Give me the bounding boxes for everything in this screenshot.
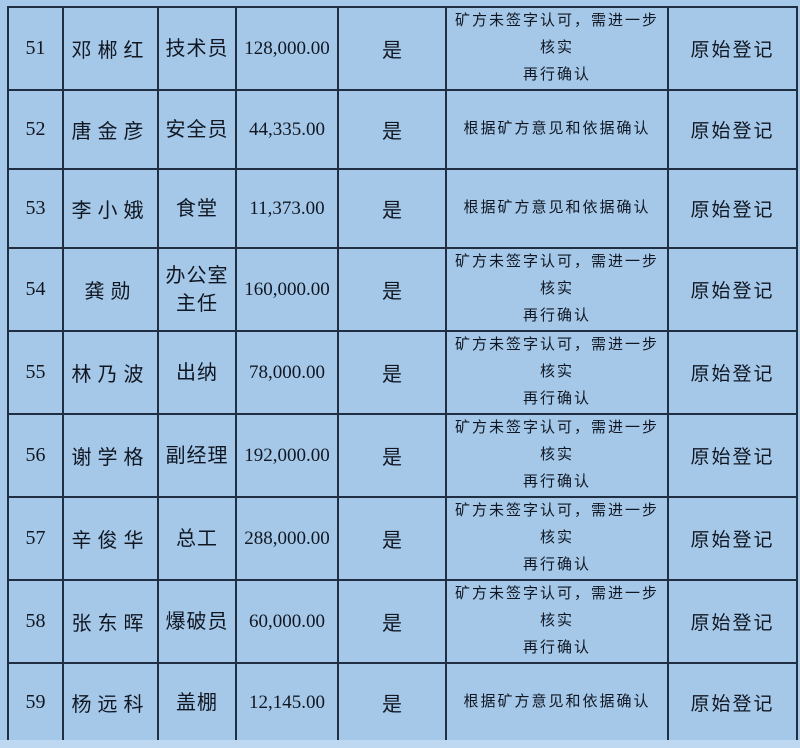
employee-name-cell: 唐金彦 (62, 89, 159, 170)
table-row: 51 邓郴红 技术员 128,000.00 是 矿方未签字认可，需进一步核实 再… (7, 6, 798, 91)
sequence-number-cell: 58 (7, 579, 64, 664)
remark-cell: 根据矿方意见和依据确认 (445, 89, 669, 170)
table-row: 55 林乃波 出纳 78,000.00 是 矿方未签字认可，需进一步核实 再行确… (7, 330, 798, 415)
amount-cell: 160,000.00 (235, 247, 339, 332)
employee-name-cell: 李小娥 (62, 168, 159, 249)
registration-type-cell: 原始登记 (667, 413, 798, 498)
confirmed-flag-cell: 是 (337, 662, 447, 743)
remark-cell: 根据矿方意见和依据确认 (445, 662, 669, 743)
table-row: 54 龚勋 办公室主任 160,000.00 是 矿方未签字认可，需进一步核实 … (7, 247, 798, 332)
confirmed-flag-cell: 是 (337, 89, 447, 170)
employee-name-cell: 杨远科 (62, 662, 159, 743)
amount-cell: 78,000.00 (235, 330, 339, 415)
confirmed-flag-cell: 是 (337, 496, 447, 581)
confirmed-flag-cell: 是 (337, 168, 447, 249)
amount-cell: 12,145.00 (235, 662, 339, 743)
remark-cell: 矿方未签字认可，需进一步核实 再行确认 (445, 6, 669, 91)
employee-name-cell: 邓郴红 (62, 6, 159, 91)
job-title-cell: 盖棚 (157, 662, 237, 743)
confirmed-flag-cell: 是 (337, 330, 447, 415)
registration-type-cell: 原始登记 (667, 247, 798, 332)
amount-cell: 192,000.00 (235, 413, 339, 498)
employee-records-table-body: 51 邓郴红 技术员 128,000.00 是 矿方未签字认可，需进一步核实 再… (7, 6, 798, 743)
sequence-number-cell: 57 (7, 496, 64, 581)
amount-cell: 44,335.00 (235, 89, 339, 170)
employee-name-cell: 谢学格 (62, 413, 159, 498)
remark-cell: 矿方未签字认可，需进一步核实 再行确认 (445, 579, 669, 664)
confirmed-flag-cell: 是 (337, 413, 447, 498)
job-title-cell: 总工 (157, 496, 237, 581)
job-title-cell: 办公室主任 (157, 247, 237, 332)
job-title-cell: 技术员 (157, 6, 237, 91)
registration-type-cell: 原始登记 (667, 662, 798, 743)
confirmed-flag-cell: 是 (337, 247, 447, 332)
registration-type-cell: 原始登记 (667, 89, 798, 170)
table-row: 56 谢学格 副经理 192,000.00 是 矿方未签字认可，需进一步核实 再… (7, 413, 798, 498)
job-title-cell: 食堂 (157, 168, 237, 249)
confirmed-flag-cell: 是 (337, 6, 447, 91)
table-row: 57 辛俊华 总工 288,000.00 是 矿方未签字认可，需进一步核实 再行… (7, 496, 798, 581)
sequence-number-cell: 54 (7, 247, 64, 332)
registration-type-cell: 原始登记 (667, 496, 798, 581)
job-title-cell: 出纳 (157, 330, 237, 415)
table-row: 53 李小娥 食堂 11,373.00 是 根据矿方意见和依据确认 原始登记 (7, 168, 798, 249)
registration-type-cell: 原始登记 (667, 330, 798, 415)
amount-cell: 60,000.00 (235, 579, 339, 664)
sequence-number-cell: 52 (7, 89, 64, 170)
employee-records-table: 51 邓郴红 技术员 128,000.00 是 矿方未签字认可，需进一步核实 再… (7, 6, 798, 743)
amount-cell: 288,000.00 (235, 496, 339, 581)
employee-name-cell: 龚勋 (62, 247, 159, 332)
employee-name-cell: 张东晖 (62, 579, 159, 664)
amount-cell: 11,373.00 (235, 168, 339, 249)
registration-type-cell: 原始登记 (667, 168, 798, 249)
table-row: 59 杨远科 盖棚 12,145.00 是 根据矿方意见和依据确认 原始登记 (7, 662, 798, 743)
remark-cell: 矿方未签字认可，需进一步核实 再行确认 (445, 413, 669, 498)
sequence-number-cell: 56 (7, 413, 64, 498)
remark-cell: 矿方未签字认可，需进一步核实 再行确认 (445, 247, 669, 332)
registration-type-cell: 原始登记 (667, 579, 798, 664)
sequence-number-cell: 51 (7, 6, 64, 91)
table-row: 58 张东晖 爆破员 60,000.00 是 矿方未签字认可，需进一步核实 再行… (7, 579, 798, 664)
confirmed-flag-cell: 是 (337, 579, 447, 664)
sequence-number-cell: 53 (7, 168, 64, 249)
job-title-cell: 爆破员 (157, 579, 237, 664)
remark-cell: 矿方未签字认可，需进一步核实 再行确认 (445, 330, 669, 415)
registration-type-cell: 原始登记 (667, 6, 798, 91)
job-title-cell: 安全员 (157, 89, 237, 170)
employee-name-cell: 林乃波 (62, 330, 159, 415)
job-title-cell: 副经理 (157, 413, 237, 498)
remark-cell: 矿方未签字认可，需进一步核实 再行确认 (445, 496, 669, 581)
sequence-number-cell: 59 (7, 662, 64, 743)
sequence-number-cell: 55 (7, 330, 64, 415)
amount-cell: 128,000.00 (235, 6, 339, 91)
remark-cell: 根据矿方意见和依据确认 (445, 168, 669, 249)
page-bottom-strip (0, 740, 800, 748)
employee-name-cell: 辛俊华 (62, 496, 159, 581)
table-row: 52 唐金彦 安全员 44,335.00 是 根据矿方意见和依据确认 原始登记 (7, 89, 798, 170)
